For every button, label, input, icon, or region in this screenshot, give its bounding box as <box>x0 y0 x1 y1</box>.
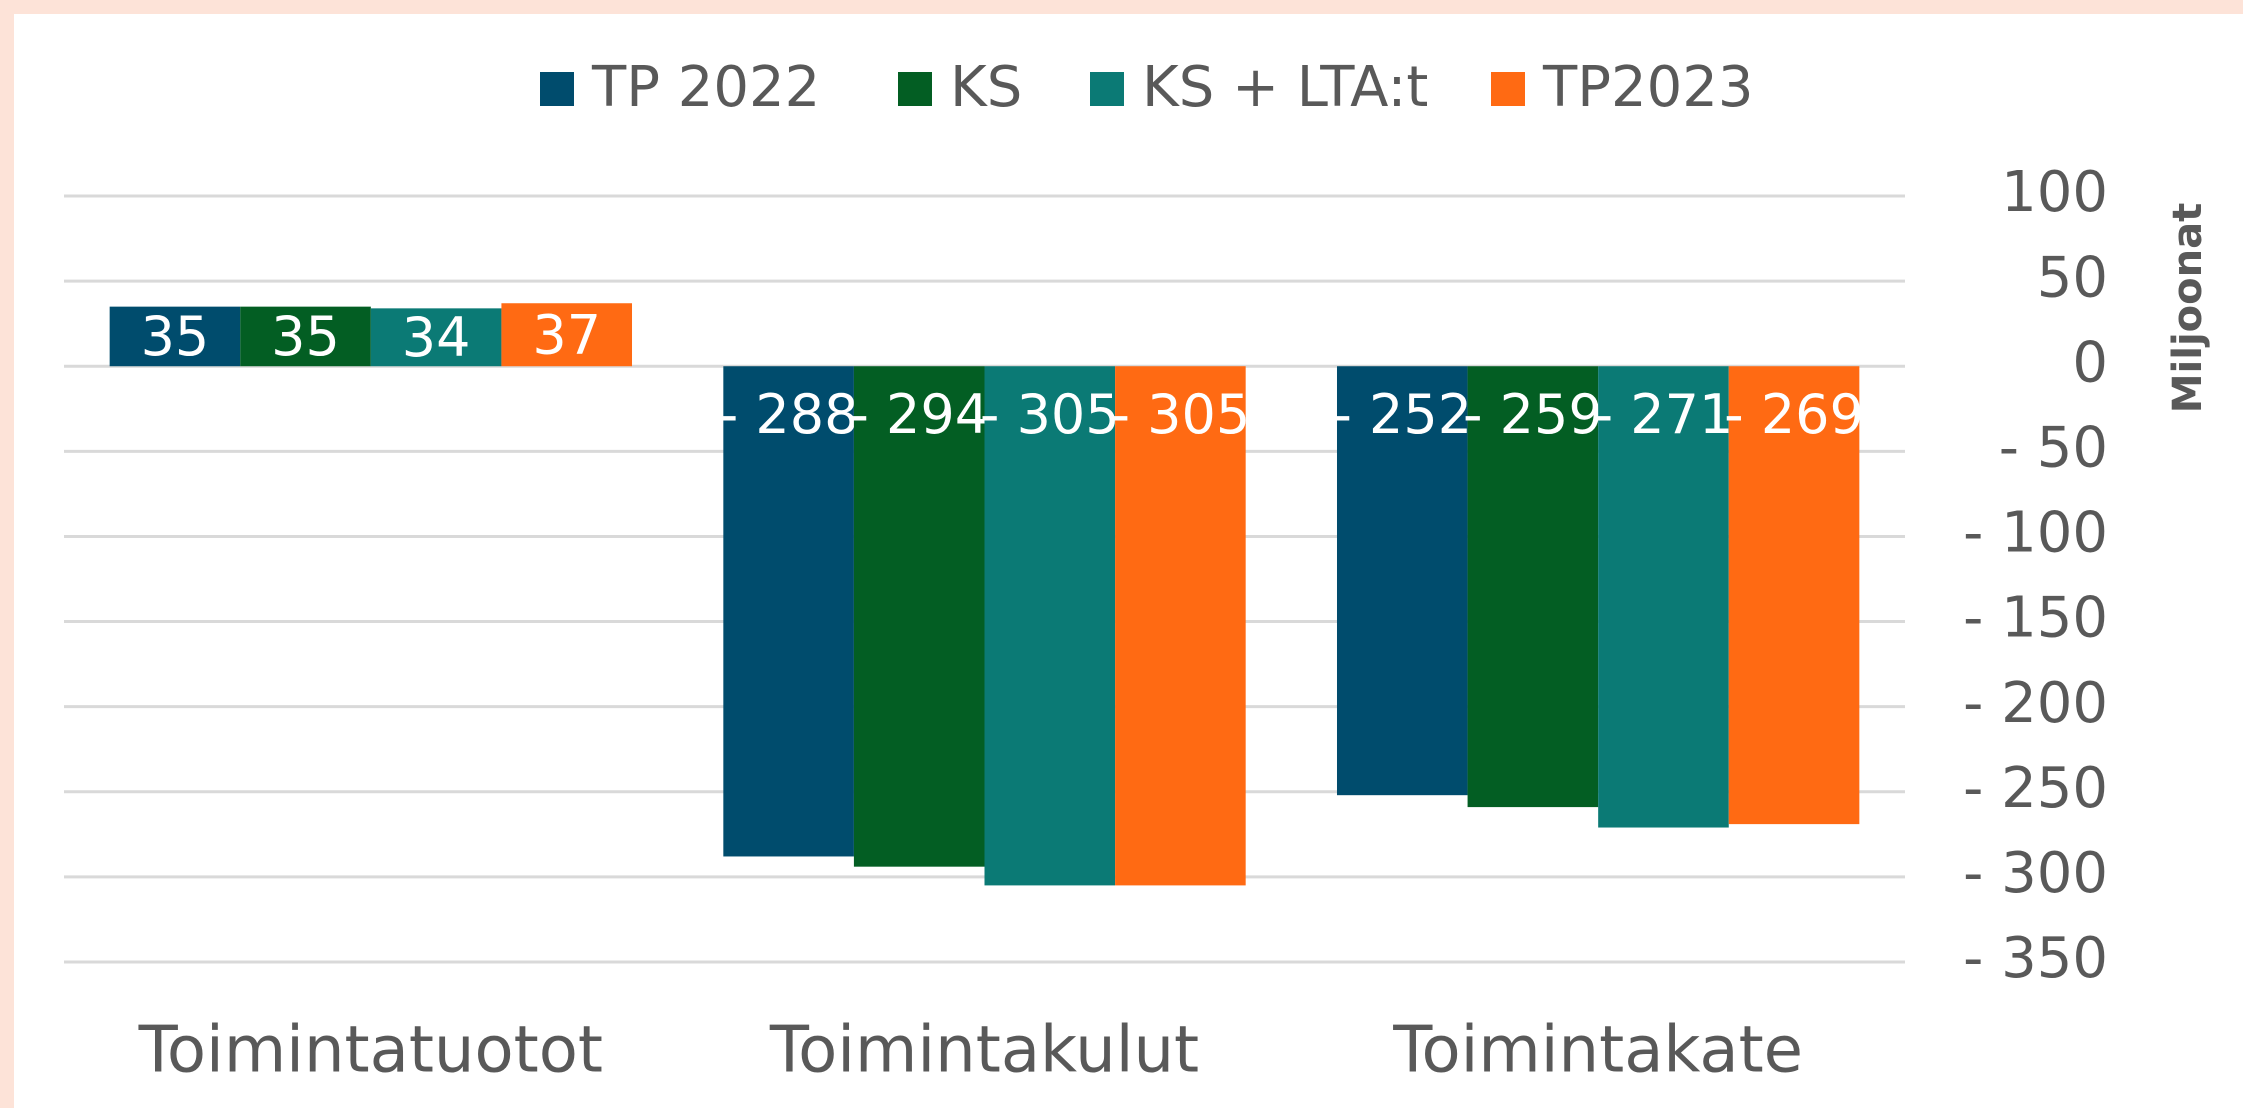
data-label: - 305 <box>1111 383 1251 446</box>
y-tick-label: - 100 <box>1963 501 2108 566</box>
legend-swatch <box>540 72 574 106</box>
y-tick-label: - 300 <box>1963 841 2108 906</box>
y-tick-label: - 250 <box>1963 756 2108 821</box>
bar <box>370 308 502 367</box>
bar <box>240 306 371 367</box>
bar <box>109 306 241 367</box>
x-tick-label: Toimintatuotot <box>138 1014 603 1088</box>
data-label: - 252 <box>1332 383 1472 446</box>
y-tick-label: - 200 <box>1963 671 2108 736</box>
y-tick-label: 50 <box>2037 245 2108 310</box>
data-label: 34 <box>402 306 471 369</box>
legend-label: TP 2022 <box>591 55 820 120</box>
data-label: - 294 <box>849 383 989 446</box>
bar <box>1598 366 1729 828</box>
x-tick-label: Toimintakate <box>1392 1014 1803 1088</box>
bar <box>853 366 985 867</box>
x-tick-label: Toimintakulut <box>769 1014 1199 1088</box>
bar <box>1728 366 1860 825</box>
bar <box>501 303 633 367</box>
legend-swatch <box>898 72 932 106</box>
y-tick-label: 100 <box>2001 160 2108 225</box>
bar <box>1115 366 1246 886</box>
data-label: - 271 <box>1594 383 1734 446</box>
bar <box>1467 366 1599 808</box>
data-label: - 305 <box>980 383 1120 446</box>
legend-label: TP2023 <box>1542 55 1754 120</box>
legend-swatch <box>1491 72 1525 106</box>
legend-label: KS <box>950 55 1022 120</box>
y-tick-label: - 50 <box>1999 415 2108 480</box>
data-label: 35 <box>271 305 340 368</box>
y-tick-label: 0 <box>2072 330 2108 395</box>
y-tick-label: - 350 <box>1963 926 2108 991</box>
legend-label: KS + LTA:t <box>1142 55 1428 120</box>
bar <box>984 366 1116 886</box>
data-label: 35 <box>141 305 210 368</box>
y-tick-label: - 150 <box>1963 586 2108 651</box>
y-axis-title: Miljoonat <box>2165 203 2211 414</box>
data-label: - 288 <box>719 383 859 446</box>
data-label: - 269 <box>1724 383 1864 446</box>
bar <box>723 366 854 857</box>
data-label: 37 <box>532 303 601 366</box>
data-label: - 259 <box>1463 383 1603 446</box>
bar <box>1336 366 1468 796</box>
legend-swatch <box>1090 72 1124 106</box>
